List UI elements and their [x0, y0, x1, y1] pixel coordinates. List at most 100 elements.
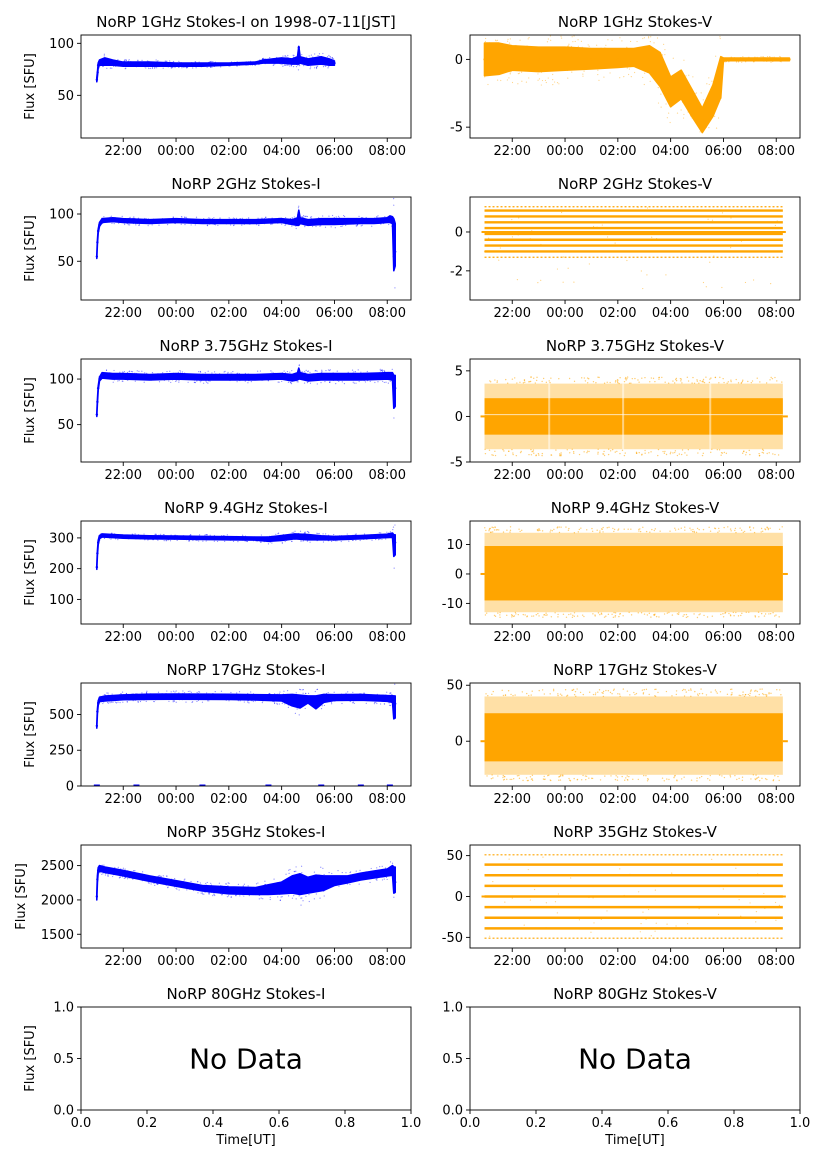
scatter-dot — [223, 371, 225, 373]
x-tick-label: 04:00 — [652, 954, 689, 969]
scatter-dot — [305, 215, 307, 218]
scatter-dot — [750, 689, 752, 691]
scatter-dot — [675, 690, 678, 692]
scatter-dot — [239, 218, 241, 220]
scatter-dot — [596, 226, 598, 228]
scatter-dot — [594, 238, 596, 240]
scatter-dot — [655, 688, 657, 690]
scatter-dot — [379, 370, 381, 372]
scatter-dot — [573, 615, 575, 618]
x-tick-label: 04:00 — [652, 630, 689, 645]
scatter-dot — [491, 774, 493, 776]
data-point — [359, 536, 363, 539]
scatter-dot — [610, 775, 612, 777]
scatter-dot — [306, 64, 308, 66]
scatter-dot — [260, 541, 262, 543]
scatter-dot — [688, 74, 690, 76]
scatter-dot — [250, 691, 252, 693]
scatter-dot — [97, 232, 99, 235]
scatter-dot — [342, 214, 345, 217]
scatter-dot — [761, 688, 763, 690]
data-band — [96, 367, 396, 418]
data-point — [111, 60, 114, 64]
x-tick-label: 0.0 — [460, 1116, 481, 1131]
scatter-dot — [130, 61, 132, 63]
scatter-dot — [779, 55, 781, 58]
scatter-dot — [269, 373, 272, 375]
scatter-dot — [278, 378, 280, 380]
scatter-dot — [508, 858, 510, 860]
scatter-dot — [506, 529, 508, 531]
scatter-dot — [614, 242, 616, 244]
scatter-dot — [495, 529, 497, 531]
scatter-dot — [675, 379, 678, 382]
scatter-dot — [243, 699, 245, 701]
scatter-dot — [633, 691, 635, 694]
scatter-dot — [499, 616, 501, 619]
scatter-dot — [213, 65, 215, 67]
scatter-dot — [264, 63, 266, 65]
x-tick-label: 06:00 — [316, 630, 353, 645]
scatter-dot — [673, 776, 675, 779]
scatter-dot — [735, 60, 737, 62]
scatter-dot — [107, 695, 109, 697]
scatter-dot — [639, 931, 641, 933]
scatter-dot — [748, 611, 750, 613]
scatter-dot — [512, 778, 515, 780]
scatter-dot — [264, 884, 266, 886]
scatter-dot — [236, 61, 238, 63]
scatter-dot — [162, 67, 164, 69]
scatter-dot — [283, 57, 286, 59]
scatter-dot — [711, 219, 714, 221]
scatter-dot — [378, 694, 380, 696]
scatter-dot — [99, 539, 101, 541]
scatter-dot — [635, 692, 638, 695]
scatter-dot — [247, 382, 249, 384]
scatter-dot — [380, 369, 382, 372]
scatter-dot — [514, 916, 516, 918]
scatter-dot — [683, 695, 686, 697]
scatter-dot — [614, 616, 616, 618]
scatter-dot — [642, 693, 645, 695]
scatter-dot — [560, 526, 562, 528]
scatter-dot — [151, 67, 153, 69]
scatter-dot — [98, 66, 100, 68]
scatter-dot — [265, 58, 267, 60]
scatter-dot — [737, 382, 740, 384]
scatter-dot — [743, 530, 746, 533]
scatter-dot — [253, 540, 255, 542]
scatter-dot — [756, 56, 758, 58]
scatter-dot — [567, 267, 569, 269]
scatter-dot — [171, 67, 173, 69]
scatter-dot — [519, 381, 521, 383]
scatter-dot — [165, 65, 167, 68]
x-tick-label: 0.0 — [71, 1116, 92, 1131]
plot-area — [95, 45, 336, 83]
scatter-dot — [167, 218, 169, 220]
scatter-dot — [734, 60, 736, 62]
scatter-dot — [293, 54, 295, 57]
scatter-dot — [729, 776, 732, 778]
scatter-dot — [233, 224, 235, 226]
scatter-dot — [383, 703, 385, 705]
scatter-dot — [301, 54, 303, 56]
scatter-dot — [729, 774, 731, 776]
y-tick-label: 0.0 — [442, 1104, 463, 1119]
scatter-dot — [104, 221, 106, 223]
scatter-dot — [290, 65, 293, 67]
scatter-dot — [592, 225, 595, 228]
scatter-dot — [579, 691, 582, 694]
scatter-dot — [614, 614, 617, 617]
scatter-dot — [673, 382, 676, 384]
x-tick-label: 0.6 — [658, 1116, 679, 1131]
scatter-dot — [131, 371, 134, 373]
scatter-dot — [178, 889, 180, 891]
y-tick-label: 0 — [455, 53, 463, 68]
data-point — [227, 62, 231, 66]
scatter-dot — [209, 534, 211, 536]
axes-frame — [469, 196, 801, 301]
scatter-dot — [549, 779, 551, 781]
scatter-dot — [194, 381, 196, 383]
scatter-dot — [103, 701, 105, 703]
scatter-dot — [545, 927, 547, 929]
